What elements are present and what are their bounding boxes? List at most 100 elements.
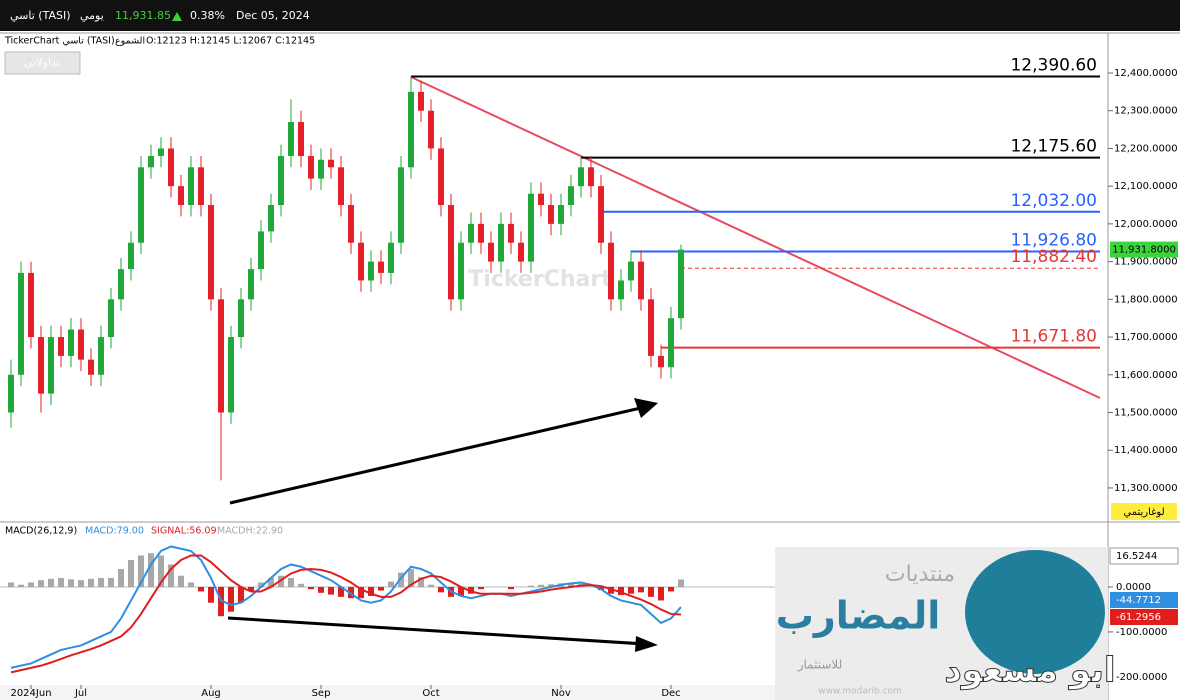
histogram-bar [538,584,544,587]
value-box [1110,609,1178,625]
logo: منتديات المضارب للاستثمار www.modarib.co… [775,547,1116,700]
x-tick-label: Oct [422,688,439,699]
info-source: TickerChart تاسي (TASI) [4,36,115,47]
histogram-bar [298,583,304,587]
histogram-bar [128,559,134,587]
arrow [227,616,646,646]
candle-body [128,242,134,270]
candle-body [498,223,504,262]
histogram-bar [138,555,144,587]
candle-body [538,193,544,206]
candle-body [138,167,144,243]
y-tick-label: 12,100.0000 [1114,181,1178,192]
candle-body [28,272,34,338]
candle-body [598,186,604,243]
candle-body [38,337,44,394]
y-tick-label: 11,800.0000 [1114,294,1178,305]
candle-body [178,186,184,206]
candle-body [468,223,474,243]
candle-body [608,242,614,300]
histogram-bar [628,586,634,594]
candle-body [148,155,154,168]
last-price-box [1110,241,1178,258]
candle-body [418,91,424,111]
y-tick-label: 11,700.0000 [1114,332,1178,343]
candle-body [338,167,344,206]
histogram-bar [108,577,114,587]
histogram-bar [358,586,364,599]
y-tick-label: 12,400.0000 [1114,68,1178,79]
histogram-bar [118,568,124,587]
candle-body [78,329,84,360]
histogram-bar [208,586,214,603]
candle-body [48,337,54,394]
logo-text: www.modarib.com [818,687,902,697]
candle-body [108,299,114,338]
histogram-bar [508,586,514,590]
arrow [229,405,646,505]
value-box [1110,592,1178,608]
log-button[interactable] [1111,503,1177,520]
candle-body [88,359,94,375]
logo-emblem [965,550,1105,674]
candle-body [318,159,324,179]
histogram-bar [668,586,674,592]
level-label: 11,882.40 [1010,247,1097,267]
x-tick-label: 2024Jun [10,688,51,699]
candle-body [118,269,124,300]
candle-body [208,205,214,300]
value-box-label: 16.5244 [1116,551,1157,562]
candle-body [678,249,684,319]
value-box [1109,547,1179,565]
button-label: تداولاتي [24,56,60,69]
period: يومي [80,9,104,22]
histogram-bar [318,586,324,593]
candle-body [8,374,14,413]
candle-body [428,110,434,149]
y-tick-label: 11,900.0000 [1114,257,1178,268]
candle-body [18,272,24,375]
level-label: 12,390.60 [1010,56,1097,76]
histogram-bar [428,584,434,587]
x-tick-label: Jul [74,688,87,699]
level-label: 11,671.80 [1010,327,1097,347]
y-tick-label: 11,400.0000 [1114,445,1178,456]
candle-body [568,186,574,206]
histogram-bar [198,586,204,592]
candle-body [228,337,234,413]
histogram-bar [228,586,234,612]
candle-body [478,223,484,243]
candle-body [668,318,674,368]
indicator-title: MACD(26,12,9) [5,526,77,537]
legend-entry: MACDH:22.90 [217,526,283,537]
symbol: تاسي (TASI) [10,9,71,22]
candle-body [408,91,414,168]
histogram-bar [48,578,54,587]
watermark: TickerChart [468,267,612,292]
histogram-bar [18,584,24,587]
candle-body [68,329,74,356]
legend-entry: SIGNAL:56.09 [151,526,217,537]
my-trades-button[interactable] [4,51,81,75]
candle-body [298,122,304,156]
histogram-bar [58,577,64,587]
histogram-bar [168,564,174,587]
last-price-label: 11,931.8000 [1112,245,1176,256]
histogram-bar [418,577,424,587]
histogram-bar [188,582,194,587]
candle-body [58,337,64,356]
y-tick-label: 12,000.0000 [1114,219,1178,230]
candle-body [198,167,204,206]
y-tick-label: 12,300.0000 [1114,106,1178,117]
level-label: 11,926.80 [1010,230,1097,250]
info-ohlc: O:12123 H:12145 L:12067 C:12145 [146,36,315,47]
price: 11,931.85 [115,9,171,22]
candle-body [368,261,374,281]
candle-body [348,205,354,243]
y-tick-label: 11,500.0000 [1114,407,1178,418]
up-icon [172,12,182,21]
value-box-label: -44.7712 [1116,595,1161,606]
legend-entry: MACD:79.00 [85,526,144,537]
y-tick-label: -100.0000 [1116,627,1167,638]
log-label: لوغاريتمي [1123,507,1164,518]
